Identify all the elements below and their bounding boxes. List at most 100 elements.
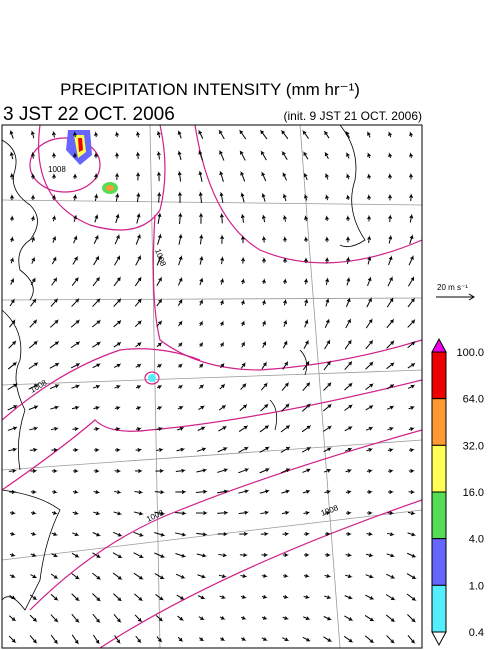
wind-arrow [52, 173, 56, 180]
wind-arrow [239, 553, 248, 558]
wind-arrow [71, 634, 80, 645]
wind-arrow [30, 553, 38, 557]
wind-arrow [386, 635, 396, 644]
wind-arrow [367, 235, 372, 243]
wind-arrow [302, 360, 310, 371]
wind-arrow [92, 363, 101, 369]
wind-arrow [345, 532, 352, 536]
wind-arrow [178, 255, 183, 266]
wind-arrow [344, 615, 354, 621]
wind-arrow [93, 469, 100, 473]
wind-arrow [407, 340, 416, 349]
wind-arrow [367, 173, 371, 180]
wind-arrow [301, 424, 312, 433]
wind-arrow [220, 320, 224, 327]
wind-arrow [324, 553, 331, 557]
wind-arrow [156, 150, 161, 160]
coastlines [2, 125, 366, 611]
wind-arrow [113, 341, 122, 348]
wind-arrow [304, 193, 308, 201]
wind-arrow [386, 573, 396, 579]
wind-arrow [197, 595, 206, 600]
wind-arrow [280, 446, 291, 453]
wind-arrow [92, 297, 101, 307]
map-frame [1, 124, 423, 649]
wind-arrow [156, 298, 162, 307]
wind-arrow [177, 298, 183, 306]
wind-arrow [366, 448, 374, 452]
wind-arrow [240, 213, 245, 223]
wind-arrow [386, 553, 396, 558]
wind-arrow [28, 383, 39, 390]
wind-arrow [240, 382, 247, 390]
wind-arrow [387, 427, 394, 431]
colorbar-segment [431, 491, 447, 540]
wind-arrow [388, 214, 393, 222]
wind-arrow [346, 256, 351, 264]
wind-arrow [9, 553, 16, 557]
wind-arrow [407, 318, 416, 328]
wind-arrow [30, 511, 37, 515]
wind-arrow [178, 363, 183, 368]
wind-arrow [92, 384, 101, 389]
wind-arrow [93, 234, 99, 244]
wind-arrow [240, 616, 247, 620]
wind-arrow [220, 277, 224, 285]
wind-arrow [8, 468, 17, 473]
wind-arrow [49, 340, 60, 349]
wind-arrow [241, 299, 245, 306]
wind-arrow [154, 532, 166, 537]
wind-arrow [136, 212, 141, 224]
wind-arrow [387, 275, 393, 287]
wind-arrow [177, 384, 184, 389]
valid-time: 3 JST 22 OCT. 2006 [3, 104, 175, 125]
wind-arrow [217, 532, 229, 537]
map [2, 125, 422, 648]
wind-arrow [73, 234, 78, 244]
wind-arrow [8, 635, 17, 643]
wind-arrow [30, 532, 37, 536]
wind-arrow [113, 614, 122, 623]
wind-arrow [73, 214, 78, 222]
wind-arrow [9, 574, 17, 578]
wind-arrow [7, 426, 18, 431]
wind-arrow [409, 152, 413, 159]
wind-arrow [197, 574, 207, 579]
wind-arrow [30, 130, 35, 139]
wind-arrow [155, 615, 164, 622]
wind-arrow [408, 511, 416, 516]
wind-arrow [8, 615, 17, 621]
wind-arrow [199, 320, 203, 327]
wind-arrow [303, 574, 310, 578]
wind-arrow [51, 448, 59, 452]
wind-arrow [238, 446, 249, 453]
wind-arrow [344, 382, 353, 391]
wind-arrow [282, 532, 290, 536]
wind-arrow [52, 214, 56, 222]
wind-arrow [408, 490, 416, 494]
wind-arrow [73, 193, 77, 201]
wind-arrow [156, 384, 163, 389]
wind-arrow [93, 490, 101, 494]
wind-arrow [92, 532, 102, 537]
wind-arrow [280, 424, 291, 433]
wind-arrow [409, 172, 413, 180]
wind-arrow [366, 490, 373, 494]
wind-arrow [94, 152, 98, 159]
wind-arrow [92, 634, 100, 645]
wind-arrow [10, 236, 14, 243]
wind-arrow [240, 192, 245, 203]
wind-arrow [365, 382, 374, 390]
wind-arrow [71, 593, 81, 602]
wind-arrow [92, 572, 102, 580]
wind-arrow [385, 614, 396, 622]
wind-arrow [92, 341, 101, 348]
wind-arrow [280, 130, 289, 140]
wind-arrow [135, 341, 142, 348]
wind-arrow [52, 235, 57, 243]
wind-arrow [388, 255, 393, 266]
wind-arrow [220, 637, 226, 641]
wind-arrow [134, 614, 143, 623]
wind-arrow [10, 172, 14, 180]
